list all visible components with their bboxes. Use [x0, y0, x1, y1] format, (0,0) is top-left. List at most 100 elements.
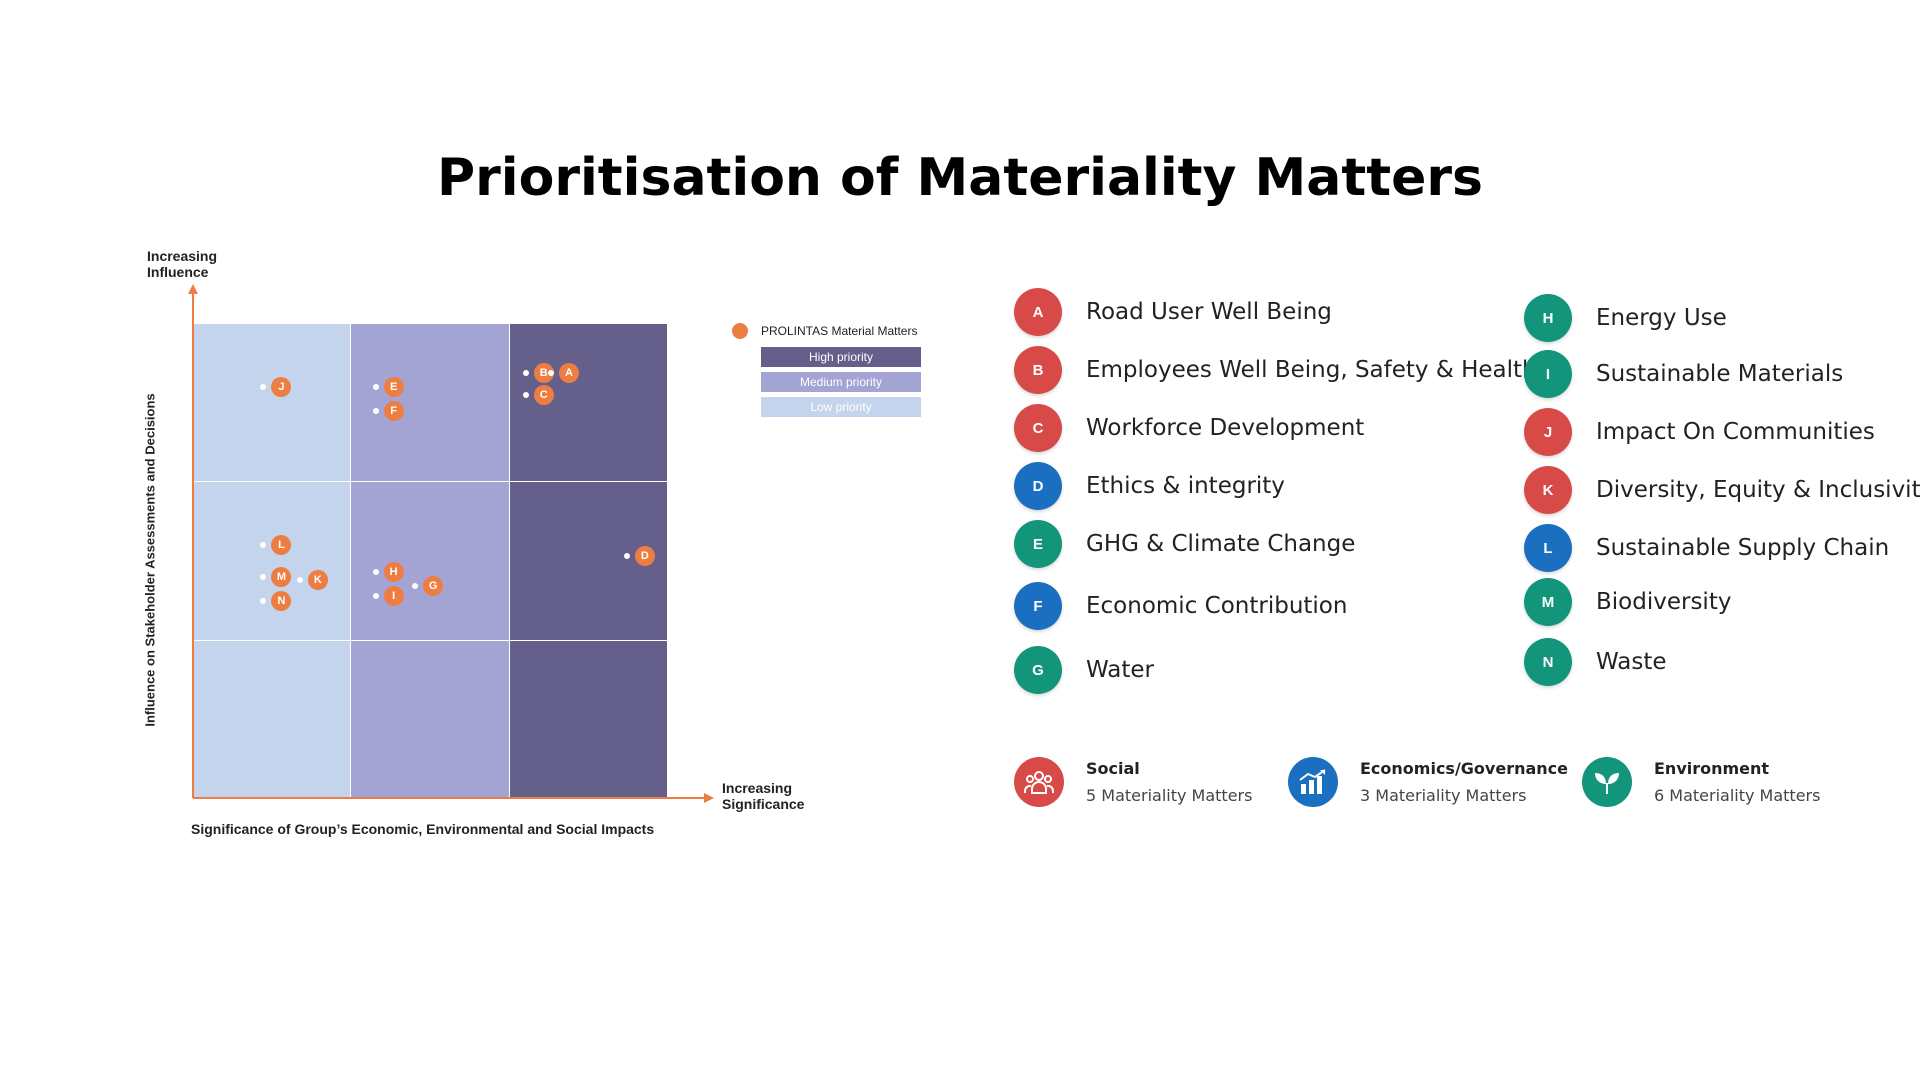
matter-badge: J	[1524, 408, 1572, 456]
matter-badge: H	[1524, 294, 1572, 342]
legend-material-matters: PROLINTAS Material Matters	[761, 324, 918, 338]
matter-badge: F	[1014, 582, 1062, 630]
matter-badge: B	[1014, 346, 1062, 394]
category-social: Social 5 Materiality Matters	[1014, 757, 1252, 807]
point-marker: J	[271, 377, 292, 398]
matter-badge: C	[1014, 404, 1062, 452]
matter-item: K Diversity, Equity & Inclusivity	[1524, 464, 1920, 516]
point-leader-dot	[372, 384, 379, 391]
y-axis-top-label: Increasing Influence	[147, 248, 218, 280]
matter-item: D Ethics & integrity	[1014, 460, 1285, 512]
legend-marker-icon	[732, 323, 748, 339]
matter-badge: D	[1014, 462, 1062, 510]
legend-low-priority: Low priority	[761, 397, 921, 417]
matter-label: Workforce Development	[1086, 415, 1365, 441]
matter-item: G Water	[1014, 644, 1154, 696]
matter-label: Sustainable Materials	[1596, 361, 1844, 387]
point-marker: H	[383, 562, 404, 583]
page-title: Prioritisation of Materiality Matters	[437, 148, 1483, 208]
matter-label: Diversity, Equity & Inclusivity	[1596, 477, 1920, 503]
point-leader-dot	[522, 369, 529, 376]
point-leader-dot	[260, 384, 267, 391]
matter-badge: I	[1524, 350, 1572, 398]
point-leader-dot	[623, 553, 630, 560]
sprout-icon	[1582, 757, 1632, 807]
matter-badge: K	[1524, 466, 1572, 514]
matter-label: Economic Contribution	[1086, 593, 1348, 619]
matter-label: Energy Use	[1596, 305, 1727, 331]
category-text: Social 5 Materiality Matters	[1086, 759, 1252, 805]
point-leader-dot	[296, 576, 303, 583]
matrix-cell-low	[193, 324, 351, 482]
matter-label: Employees Well Being, Safety & Health	[1086, 357, 1537, 383]
category-count: 6 Materiality Matters	[1654, 786, 1821, 805]
matter-badge: A	[1014, 288, 1062, 336]
point-marker: L	[271, 535, 292, 556]
matter-badge: M	[1524, 578, 1572, 626]
point-leader-dot	[260, 542, 267, 549]
x-axis-label: Significance of Group’s Economic, Enviro…	[191, 821, 655, 837]
point-leader-dot	[412, 583, 419, 590]
point-marker: M	[271, 566, 292, 587]
matrix-cell-medium	[351, 482, 509, 640]
matter-label: Water	[1086, 657, 1154, 683]
point-marker: N	[271, 590, 292, 611]
y-axis-label: Influence on Stakeholder Assessments and…	[142, 393, 158, 727]
point-leader-dot	[548, 369, 555, 376]
people-icon	[1014, 757, 1064, 807]
category-title: Economics/Governance	[1360, 759, 1569, 778]
matter-badge: L	[1524, 524, 1572, 572]
matrix-cell-low	[193, 640, 351, 798]
matter-item: E GHG & Climate Change	[1014, 518, 1355, 570]
matrix-cell-high	[509, 640, 667, 798]
matter-label: Impact On Communities	[1596, 419, 1875, 445]
matter-badge: E	[1014, 520, 1062, 568]
category-environment: Environment 6 Materiality Matters	[1582, 757, 1820, 807]
point-marker: C	[533, 385, 554, 406]
matter-item: H Energy Use	[1524, 292, 1727, 344]
matter-label: Sustainable Supply Chain	[1596, 535, 1890, 561]
x-axis-right-label: Increasing Significance	[722, 780, 805, 812]
point-leader-dot	[372, 592, 379, 599]
matter-item: N Waste	[1524, 636, 1667, 688]
point-marker: E	[383, 377, 404, 398]
point-marker: G	[423, 576, 444, 597]
matter-label: Road User Well Being	[1086, 299, 1332, 325]
category-count: 5 Materiality Matters	[1086, 786, 1253, 805]
matrix-cell-low	[193, 482, 351, 640]
category-text: Environment 6 Materiality Matters	[1654, 759, 1820, 805]
point-leader-dot	[372, 569, 379, 576]
legend-high-priority: High priority	[761, 347, 921, 367]
matrix-cell-medium	[351, 324, 509, 482]
point-marker: D	[634, 546, 655, 567]
matter-badge: G	[1014, 646, 1062, 694]
matter-label: Ethics & integrity	[1086, 473, 1285, 499]
matter-item: M Biodiversity	[1524, 576, 1731, 628]
point-leader-dot	[522, 392, 529, 399]
matter-item: I Sustainable Materials	[1524, 348, 1843, 400]
matter-item: L Sustainable Supply Chain	[1524, 522, 1889, 574]
category-text: Economics/Governance 3 Materiality Matter…	[1360, 759, 1568, 805]
category-title: Social	[1086, 759, 1140, 778]
category-economics-governance: Economics/Governance 3 Materiality Matter…	[1288, 757, 1568, 807]
matter-badge: N	[1524, 638, 1572, 686]
matter-item: F Economic Contribution	[1014, 580, 1347, 632]
point-leader-dot	[260, 573, 267, 580]
point-marker: B	[533, 362, 554, 383]
point-leader-dot	[260, 597, 267, 604]
matter-label: Biodiversity	[1596, 589, 1732, 615]
point-marker: K	[307, 569, 328, 590]
matrix-cell-high	[509, 324, 667, 482]
matter-item: J Impact On Communities	[1524, 406, 1875, 458]
point-marker: F	[383, 400, 404, 421]
category-count: 3 Materiality Matters	[1360, 786, 1527, 805]
priority-matrix	[193, 324, 667, 798]
point-marker: A	[559, 362, 580, 383]
point-marker: I	[383, 585, 404, 606]
point-leader-dot	[372, 407, 379, 414]
matter-label: GHG & Climate Change	[1086, 531, 1356, 557]
category-title: Environment	[1654, 759, 1770, 778]
chart-icon	[1288, 757, 1338, 807]
matter-item: B Employees Well Being, Safety & Health	[1014, 344, 1537, 396]
legend-medium-priority: Medium priority	[761, 372, 921, 392]
